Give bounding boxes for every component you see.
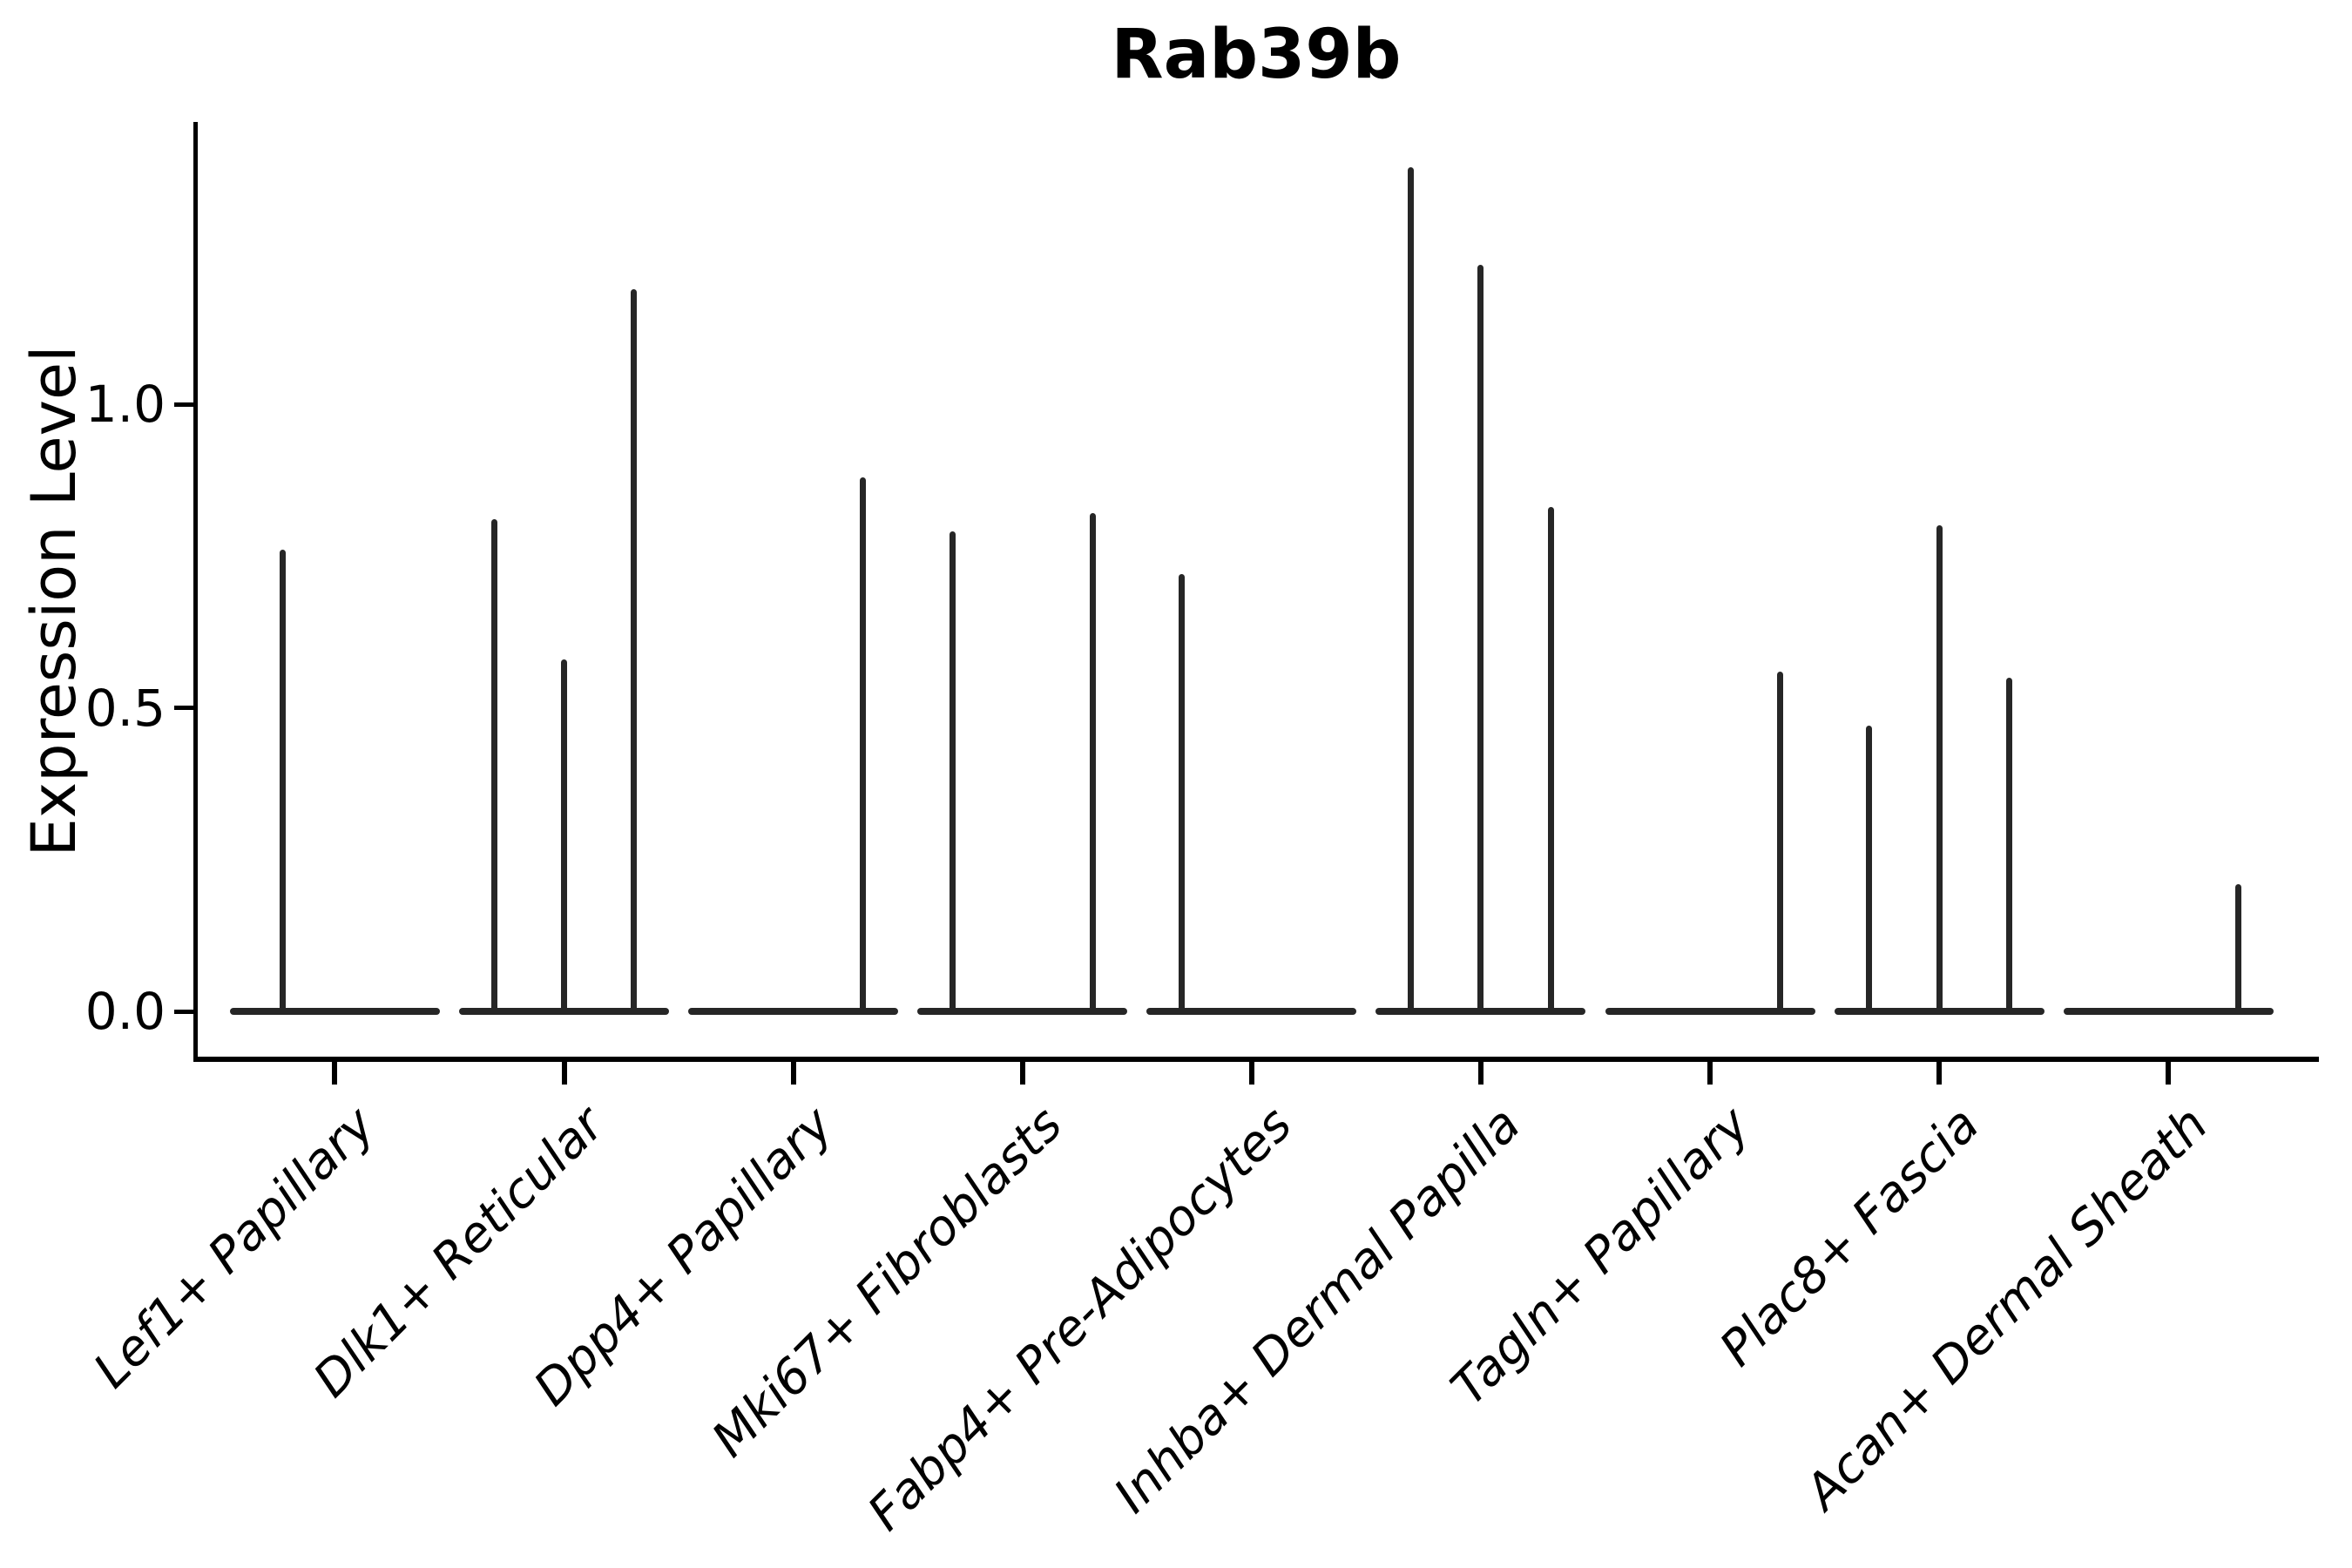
x-tick-mark xyxy=(1707,1062,1713,1085)
chart-title: Rab39b xyxy=(1111,16,1402,94)
x-tick-mark xyxy=(332,1062,338,1085)
violin-base xyxy=(459,1008,669,1015)
x-axis-spine xyxy=(193,1057,2319,1062)
violin-spike xyxy=(490,519,497,1011)
y-tick-label: 0.0 xyxy=(84,982,166,1041)
x-tick-mark xyxy=(1936,1062,1943,1085)
violin-spike xyxy=(2235,883,2242,1011)
violin-base xyxy=(1146,1008,1357,1015)
violin-base xyxy=(1605,1008,1815,1015)
violin-base xyxy=(688,1008,899,1015)
violin-base xyxy=(2063,1008,2274,1015)
x-tick-mark xyxy=(1019,1062,1025,1085)
violin-spike xyxy=(1936,525,1943,1011)
violin-spike xyxy=(279,550,286,1011)
violin-spike xyxy=(561,659,567,1011)
violin-spike xyxy=(1178,574,1185,1011)
x-tick-mark xyxy=(1477,1062,1484,1085)
violin-spike xyxy=(1547,507,1554,1011)
x-tick-label: Inhba+ Dermal Papilla xyxy=(1104,1096,1532,1524)
y-tick-mark xyxy=(174,706,196,710)
y-tick-label: 0.5 xyxy=(84,678,166,738)
x-tick-mark xyxy=(2166,1062,2172,1085)
violin-spike xyxy=(2005,677,2012,1011)
y-axis-label: Expression Level xyxy=(18,345,90,857)
violin-spike xyxy=(1866,726,1873,1011)
x-tick-label: Fabp4+ Pre-Adipocytes xyxy=(856,1096,1303,1542)
violin-base xyxy=(1834,1008,2044,1015)
y-tick-mark xyxy=(174,1009,196,1014)
violin-spike xyxy=(1776,671,1783,1011)
violin-base xyxy=(229,1008,440,1015)
violin-spike xyxy=(1408,167,1415,1011)
x-tick-mark xyxy=(790,1062,796,1085)
violin-spike xyxy=(860,476,867,1011)
violin-base xyxy=(1375,1008,1586,1015)
x-tick-mark xyxy=(1248,1062,1254,1085)
x-tick-label: Acan+ Dermal Sheath xyxy=(1794,1096,2220,1521)
violin-spike xyxy=(1089,513,1096,1011)
y-tick-mark xyxy=(174,402,196,407)
violin-spike xyxy=(1477,264,1484,1011)
x-tick-mark xyxy=(561,1062,567,1085)
violin-spike xyxy=(631,288,638,1011)
y-axis-spine xyxy=(193,122,198,1062)
y-tick-label: 1.0 xyxy=(84,375,166,434)
violin-spike xyxy=(949,531,956,1011)
violin-base xyxy=(917,1008,1128,1015)
